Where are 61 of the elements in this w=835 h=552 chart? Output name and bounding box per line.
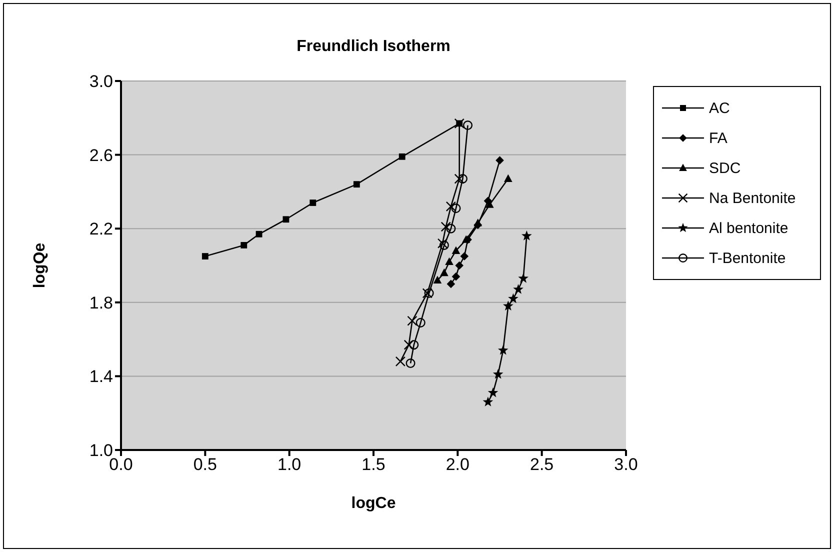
point xyxy=(460,252,469,260)
point xyxy=(310,200,316,206)
point xyxy=(416,318,426,328)
point xyxy=(406,358,416,368)
x-tick-label: 3.0 xyxy=(614,455,638,474)
legend-label: T-Bentonite xyxy=(709,250,786,266)
point xyxy=(492,368,504,379)
y-tick-label: 3.0 xyxy=(89,72,113,92)
point xyxy=(256,230,262,238)
x-tick-label: 1.0 xyxy=(278,455,302,474)
point xyxy=(458,174,468,184)
point xyxy=(353,181,360,188)
legend-label: SDC xyxy=(709,160,741,176)
point xyxy=(398,153,406,160)
point xyxy=(446,280,456,288)
point xyxy=(454,174,464,184)
y-axis-title: logQe xyxy=(32,242,49,288)
point xyxy=(395,356,406,367)
point xyxy=(455,261,464,270)
point xyxy=(282,216,290,223)
point xyxy=(451,204,461,214)
point xyxy=(504,174,512,182)
point xyxy=(452,272,460,281)
point xyxy=(502,300,514,310)
point xyxy=(433,276,442,284)
point xyxy=(496,156,504,164)
point xyxy=(202,253,208,260)
point xyxy=(452,246,460,254)
legend-label: Al bentonite xyxy=(709,220,788,236)
x-tick-label: 2.0 xyxy=(446,455,470,474)
y-tick-label: 1.8 xyxy=(89,293,113,312)
y-tick-label: 2.2 xyxy=(89,220,113,239)
y-tick-label: 1.4 xyxy=(89,367,113,386)
point xyxy=(513,284,524,294)
point xyxy=(522,230,532,240)
point xyxy=(409,340,419,350)
point xyxy=(508,293,518,304)
point xyxy=(440,268,448,276)
x-tick-label: 0.5 xyxy=(193,455,217,474)
point xyxy=(446,201,456,212)
point xyxy=(440,222,451,232)
point xyxy=(518,272,528,283)
y-tick-label: 2.6 xyxy=(89,146,113,165)
x-tick-label: 2.5 xyxy=(530,455,554,474)
x-tick-label: 0.0 xyxy=(109,455,133,474)
legend-label: FA xyxy=(709,130,728,146)
point xyxy=(463,120,473,130)
point xyxy=(482,396,494,406)
point xyxy=(498,344,508,355)
x-axis-title: logCe xyxy=(351,495,396,512)
point xyxy=(488,387,498,398)
point xyxy=(240,242,248,248)
legend-label: Na Bentonite xyxy=(709,190,796,206)
point xyxy=(445,257,454,266)
legend-label: AC xyxy=(709,100,730,116)
chart-title: Freundlich Isotherm xyxy=(296,38,452,56)
point xyxy=(407,316,418,326)
point xyxy=(474,218,482,226)
x-tick-label: 1.5 xyxy=(362,455,386,474)
point xyxy=(404,340,414,350)
point xyxy=(446,224,456,234)
